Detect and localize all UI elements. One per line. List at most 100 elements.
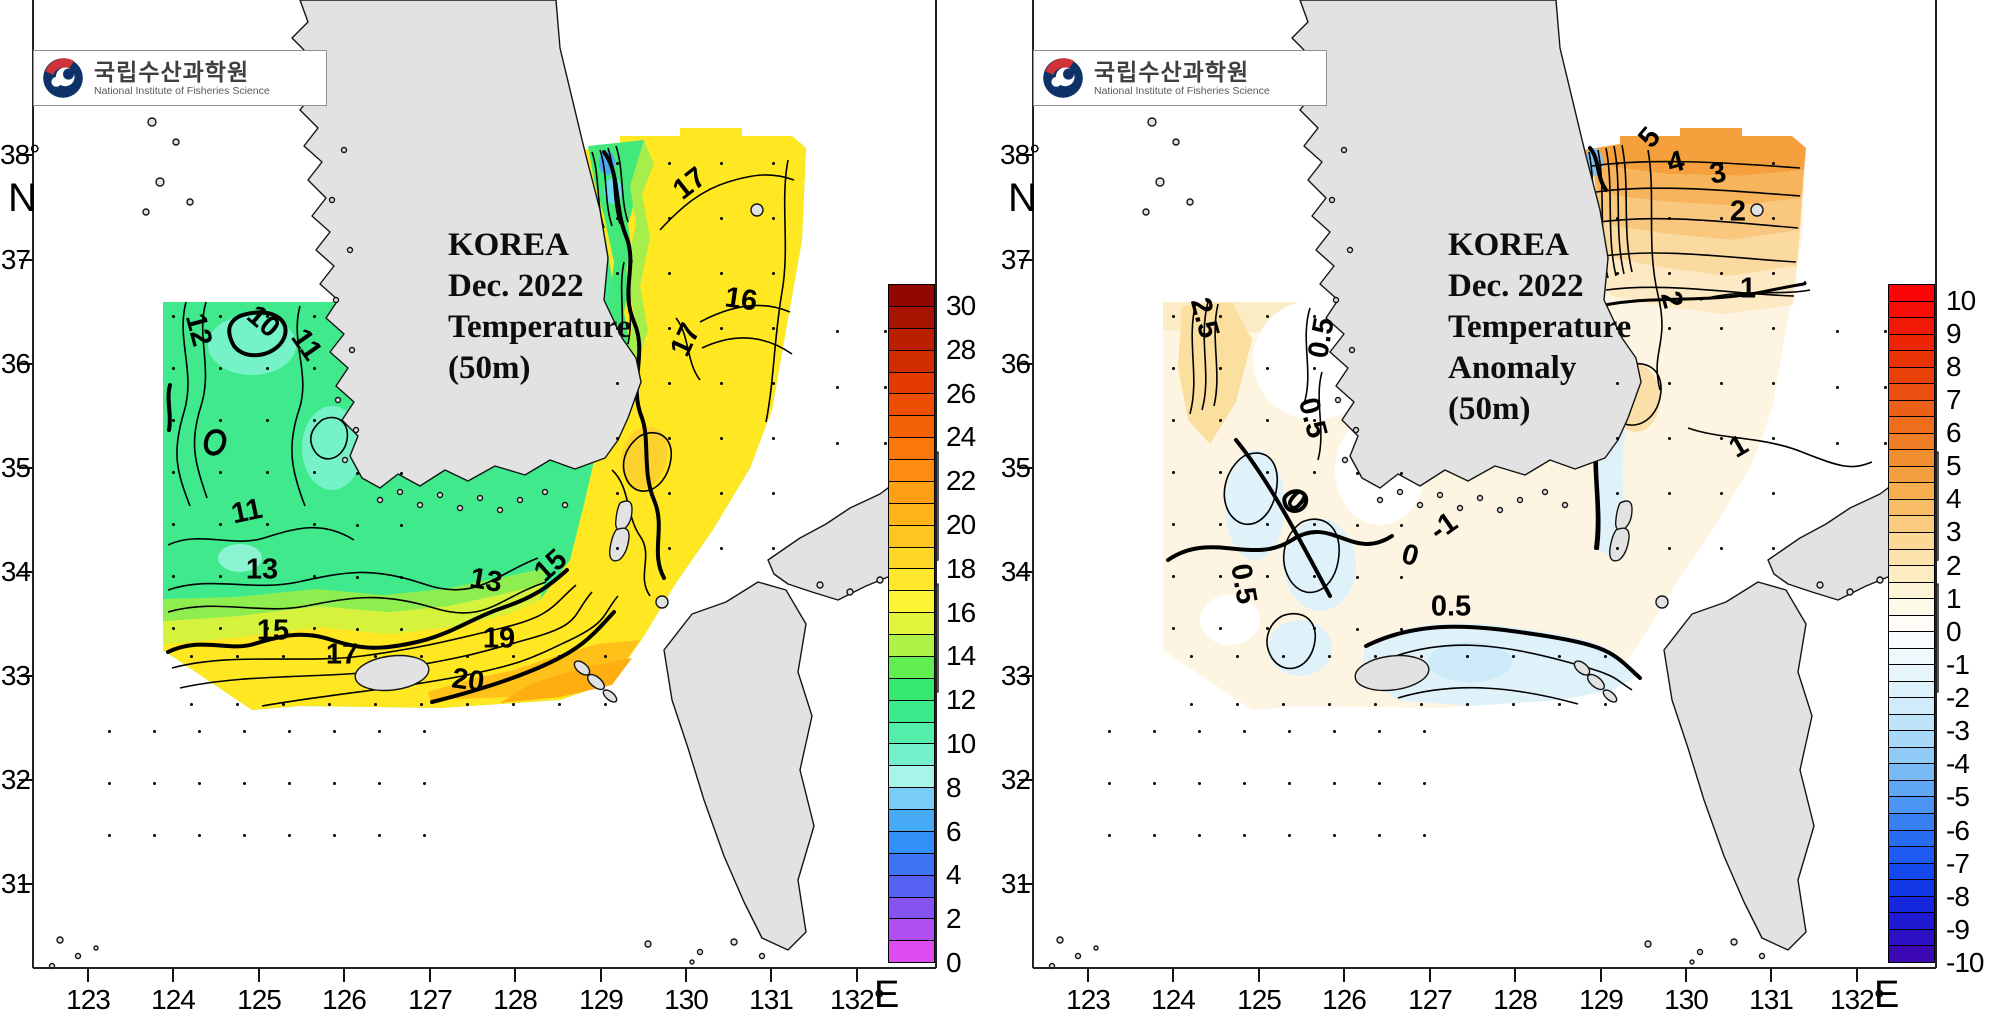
colorbar-cell <box>1889 334 1934 352</box>
colorbar-cell <box>889 525 934 548</box>
colorbar-cell <box>889 722 934 745</box>
colorbar-cell <box>889 941 934 963</box>
colorbar-cell <box>1889 880 1934 897</box>
logo-korean-name: 국립수산과학원 <box>1094 58 1250 85</box>
colorbar-cell <box>889 416 934 439</box>
colorbar-cell <box>1889 549 1934 567</box>
colorbar-cell <box>1889 681 1934 699</box>
colorbar-cell <box>1889 466 1934 484</box>
colorbar-cell <box>1889 400 1934 418</box>
colorbar-cell <box>889 831 934 854</box>
temperature-contour-map <box>32 0 939 970</box>
colorbar-cell <box>1889 665 1934 682</box>
colorbar-cell <box>1889 367 1934 385</box>
map-title-line: Dec. 2022 <box>448 268 584 304</box>
colorbar-cell <box>1889 566 1934 583</box>
colorbar-cell <box>1889 318 1934 335</box>
colorbar-cell <box>889 285 934 307</box>
colorbar-cell <box>889 460 934 482</box>
nifs-emblem-icon <box>43 58 83 98</box>
colorbar-cell <box>1889 698 1934 715</box>
panel-temperature-anomaly: 5 4 3 2 1 2 1 2.5 0.5 0.5 0 0.5 -1 0 0.5 38° 37 36 35 34 33… <box>1000 0 2000 1024</box>
colorbar-cell <box>889 503 934 526</box>
logo-english-name: National Institute of Fisheries Science <box>94 84 270 97</box>
colorbar-cell <box>1889 946 1934 962</box>
colorbar-cell <box>1889 797 1934 814</box>
colorbar-cell <box>889 635 934 657</box>
lat-axis-direction: N <box>8 176 37 220</box>
colorbar-cell <box>1889 913 1934 930</box>
colorbar-cell <box>889 481 934 504</box>
colorbar-cell <box>889 919 934 942</box>
colorbar-cell <box>1889 483 1934 500</box>
colorbar-cell <box>1889 780 1934 798</box>
colorbar-cell <box>889 547 934 570</box>
logo-english-name: National Institute of Fisheries Science <box>1094 84 1270 97</box>
colorbar-cell <box>1889 830 1934 848</box>
logo-korean-name: 국립수산과학원 <box>94 58 250 85</box>
map-title-line: KOREA <box>448 227 570 263</box>
map-title-line: (50m) <box>1448 391 1531 427</box>
colorbar-cell <box>889 875 934 898</box>
colorbar-cell <box>889 678 934 701</box>
colorbar-cell <box>1889 863 1934 881</box>
colorbar-cell <box>1889 929 1934 947</box>
colorbar-cell <box>889 591 934 614</box>
colorbar-cell <box>889 372 934 395</box>
colorbar-cell <box>889 350 934 373</box>
panel-temperature: 12 10 11 11 13 13 15 15 17 19 20 17 16 17 38° 37 36 35 34… <box>0 0 976 1016</box>
lon-axis-direction: E <box>1874 974 1900 1016</box>
anomaly-colorbar <box>1888 284 1935 963</box>
map-title-line: Temperature <box>1448 309 1632 345</box>
colorbar-cell <box>1889 301 1934 319</box>
colorbar-cell <box>1889 731 1934 748</box>
colorbar-cell <box>889 810 934 832</box>
colorbar-cell <box>1889 714 1934 732</box>
colorbar-cell <box>1889 896 1934 914</box>
colorbar-cell <box>889 897 934 920</box>
colorbar-cell <box>1889 814 1934 831</box>
colorbar-cell <box>889 744 934 767</box>
colorbar-cell <box>1889 648 1934 666</box>
colorbar-cell <box>1889 764 1934 781</box>
colorbar-cell <box>1889 847 1934 864</box>
colorbar-cell <box>889 438 934 460</box>
map-title: KOREA Dec. 2022 Temperature Anomaly (50m) <box>1448 225 1631 430</box>
colorbar-cell <box>1889 615 1934 633</box>
colorbar-cell <box>889 788 934 810</box>
nifs-logo: 국립수산과학원 National Institute of Fisheries … <box>33 50 327 106</box>
map-title-line: Temperature <box>448 309 632 345</box>
colorbar-cell <box>1889 516 1934 533</box>
colorbar-cell <box>1889 747 1934 765</box>
nifs-logo: 국립수산과학원 National Institute of Fisheries … <box>1033 50 1327 106</box>
colorbar-cell <box>1889 599 1934 616</box>
colorbar-cell <box>889 656 934 679</box>
colorbar-cell <box>1889 450 1934 467</box>
colorbar-cell <box>889 766 934 789</box>
colorbar-cell <box>889 853 934 876</box>
colorbar-cell <box>889 306 934 329</box>
map-title-line: KOREA <box>1448 227 1570 263</box>
colorbar-cell <box>1889 532 1934 550</box>
lat-axis-direction: N <box>1008 176 1037 220</box>
lon-axis-direction: E <box>874 974 900 1016</box>
anomaly-contour-map <box>1032 0 1939 970</box>
colorbar-cell <box>889 394 934 417</box>
colorbar-cell <box>889 569 934 592</box>
colorbar-cell <box>1889 433 1934 451</box>
colorbar-cell <box>889 613 934 635</box>
colorbar-cell <box>1889 285 1934 302</box>
colorbar-cell <box>1889 632 1934 649</box>
colorbar-cell <box>1889 417 1934 434</box>
temperature-colorbar <box>888 284 935 963</box>
nifs-emblem-icon <box>1043 58 1083 98</box>
colorbar-cell <box>889 700 934 723</box>
map-title: KOREA Dec. 2022 Temperature (50m) <box>448 225 631 389</box>
colorbar-cell <box>889 328 934 351</box>
colorbar-cell <box>1889 582 1934 600</box>
map-title-line: Dec. 2022 <box>1448 268 1584 304</box>
colorbar-cell <box>1889 499 1934 517</box>
map-title-line: (50m) <box>448 350 531 386</box>
colorbar-cell <box>1889 351 1934 368</box>
map-title-line: Anomaly <box>1448 350 1577 386</box>
